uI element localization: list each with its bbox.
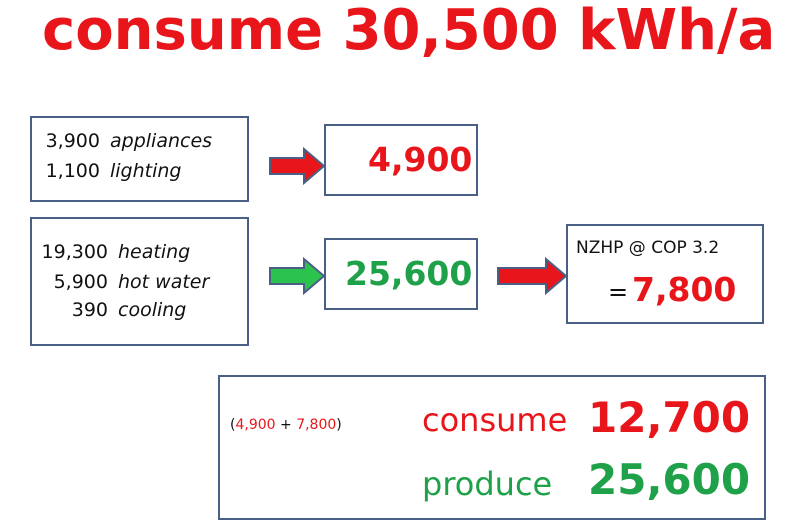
green-arrow-icon xyxy=(269,256,326,296)
thermal-loads-box: 19,300 heating 5,900 hot water 390 cooling xyxy=(30,217,249,346)
load-label: hot water xyxy=(118,271,210,293)
load-value: 1,100 xyxy=(45,160,100,182)
load-value: 3,900 xyxy=(45,130,100,152)
formula-heat-pump: 7,800 xyxy=(296,417,337,433)
load-row-lighting: 1,100 lighting xyxy=(40,160,182,182)
electric-total-box: 4,900 xyxy=(324,124,478,196)
consume-value: 12,700 xyxy=(588,393,751,442)
produce-label: produce xyxy=(422,465,553,503)
thermal-total-box: 25,600 xyxy=(324,238,478,310)
load-row-hot-water: 5,900 hot water xyxy=(36,271,210,293)
load-row-appliances: 3,900 appliances xyxy=(40,130,212,152)
load-value: 5,900 xyxy=(53,271,108,293)
load-value: 19,300 xyxy=(41,241,108,263)
red-arrow-icon xyxy=(497,256,568,296)
thermal-total-value: 25,600 xyxy=(345,254,473,293)
heat-pump-label: NZHP @ COP 3.2 xyxy=(576,238,720,258)
heat-pump-value: 7,800 xyxy=(632,270,737,309)
summary-formula: (4,900 + 7,800) xyxy=(230,417,342,433)
load-label: lighting xyxy=(110,160,182,182)
load-row-heating: 19,300 heating xyxy=(36,241,191,263)
load-value: 390 xyxy=(71,299,108,321)
load-row-cooling: 390 cooling xyxy=(36,299,187,321)
load-label: cooling xyxy=(118,299,187,321)
heat-pump-box: NZHP @ COP 3.2 = 7,800 xyxy=(566,224,764,324)
produce-value: 25,600 xyxy=(588,455,751,504)
formula-close: ) xyxy=(336,417,342,433)
red-arrow-icon xyxy=(269,146,326,186)
summary-box: (4,900 + 7,800) consume 12,700 produce 2… xyxy=(218,375,766,520)
formula-electric: 4,900 xyxy=(235,417,276,433)
heat-pump-equals: = xyxy=(608,278,629,306)
consume-label: consume xyxy=(422,401,568,439)
electric-total-value: 4,900 xyxy=(368,140,473,179)
formula-plus: + xyxy=(275,417,297,433)
formula-open: ( xyxy=(230,417,236,433)
load-label: appliances xyxy=(110,130,213,152)
page-title: consume 30,500 kWh/a xyxy=(42,0,776,63)
electric-loads-box: 3,900 appliances 1,100 lighting xyxy=(30,116,249,202)
load-label: heating xyxy=(118,241,191,263)
